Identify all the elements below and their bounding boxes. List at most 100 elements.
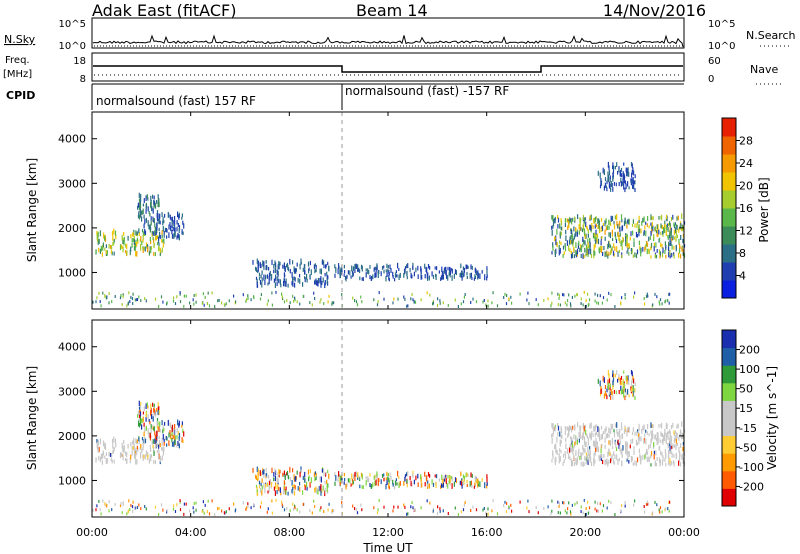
power-cell <box>659 302 661 306</box>
velocity-cell <box>142 416 144 423</box>
velocity-cell <box>631 377 633 383</box>
power-cell <box>392 301 394 305</box>
power-cell <box>403 295 405 299</box>
velocity-cell <box>162 508 164 512</box>
power-cell <box>142 239 144 243</box>
velocity-colorbar-swatch <box>722 453 736 472</box>
velocity-cell <box>138 400 140 406</box>
velocity-cell <box>136 506 139 509</box>
velocity-cell <box>170 424 172 429</box>
power-cell <box>142 231 144 236</box>
power-cell <box>163 230 165 235</box>
velocity-cell <box>670 440 672 446</box>
velocity-cell <box>253 503 255 507</box>
power-cell <box>392 271 394 277</box>
velocity-cell <box>339 477 341 483</box>
velocity-cell <box>587 437 589 442</box>
power-cell <box>103 232 105 239</box>
power-cell <box>620 181 622 187</box>
velocity-cell <box>460 510 462 514</box>
velocity-cell <box>671 445 673 449</box>
power-cell <box>147 246 149 251</box>
power-cell <box>256 258 258 264</box>
power-cell <box>570 254 573 259</box>
velocity-cell <box>156 435 158 439</box>
velocity-cell <box>614 513 616 516</box>
power-cell <box>609 232 611 239</box>
power-cell <box>277 270 279 276</box>
power-cell <box>583 221 585 226</box>
power-cell <box>669 242 671 246</box>
velocity-cell <box>573 454 575 461</box>
velocity-cell <box>166 443 168 447</box>
power-cell <box>163 238 165 243</box>
power-cell <box>580 297 582 301</box>
velocity-cell <box>271 499 273 503</box>
velocity-cell <box>274 475 276 482</box>
power-cell <box>469 273 471 279</box>
velocity-cell <box>659 506 662 510</box>
power-cell <box>640 228 642 234</box>
power-cell <box>159 253 161 257</box>
velocity-cell <box>111 459 113 464</box>
velocity-cell <box>612 373 614 378</box>
power-cell <box>600 178 602 182</box>
power-cell <box>593 232 595 239</box>
power-cell <box>306 278 308 283</box>
power-cell <box>578 230 580 235</box>
power-cell <box>614 305 616 308</box>
power-cell <box>99 248 101 254</box>
power-cell <box>255 276 258 280</box>
velocity-colorbar-tick-label: 100 <box>739 363 760 376</box>
velocity-cell <box>152 439 154 444</box>
velocity-cell <box>645 429 647 433</box>
power-cell <box>608 291 610 295</box>
velocity-cell <box>320 506 322 510</box>
power-cell <box>621 254 623 259</box>
power-cell <box>669 230 671 236</box>
velocity-cell <box>273 486 275 491</box>
velocity-cell <box>261 478 263 483</box>
velocity-cell <box>285 486 287 492</box>
velocity-cell <box>454 506 456 510</box>
power-cell <box>558 296 560 300</box>
velocity-cell <box>139 411 142 417</box>
power-cell <box>562 293 564 297</box>
velocity-cell <box>133 453 136 459</box>
power-cell <box>624 293 626 297</box>
power-cell <box>154 226 156 231</box>
power-cell <box>268 278 270 285</box>
velocity-cell <box>289 476 291 482</box>
velocity-cell <box>621 454 623 459</box>
power-cell <box>294 298 296 302</box>
velocity-cell <box>594 425 596 432</box>
power-cell <box>141 210 143 216</box>
power-cell <box>426 273 428 279</box>
power-cell <box>568 293 570 297</box>
power-cell <box>426 267 428 274</box>
power-cell <box>618 168 620 173</box>
velocity-cell <box>473 485 475 489</box>
power-cell <box>588 245 590 250</box>
velocity-cell <box>404 476 406 482</box>
power-cell <box>555 248 557 254</box>
power-cell <box>279 261 281 266</box>
power-ylabel: Slant Range [km] <box>25 158 39 262</box>
power-cell <box>645 295 648 298</box>
velocity-cell <box>557 432 559 437</box>
power-cell <box>617 170 619 175</box>
velocity-cell <box>560 426 562 431</box>
power-cell <box>203 303 205 307</box>
power-cell <box>143 198 145 203</box>
velocity-cell <box>98 455 100 461</box>
power-cell <box>652 303 654 307</box>
power-cell <box>378 270 380 274</box>
velocity-cell <box>131 505 134 509</box>
power-cell <box>147 206 149 212</box>
power-cell <box>492 291 494 295</box>
velocity-cell <box>111 453 113 458</box>
power-cell <box>612 250 615 256</box>
velocity-cell <box>347 478 349 483</box>
velocity-cell <box>157 406 159 411</box>
velocity-cell <box>315 486 317 493</box>
